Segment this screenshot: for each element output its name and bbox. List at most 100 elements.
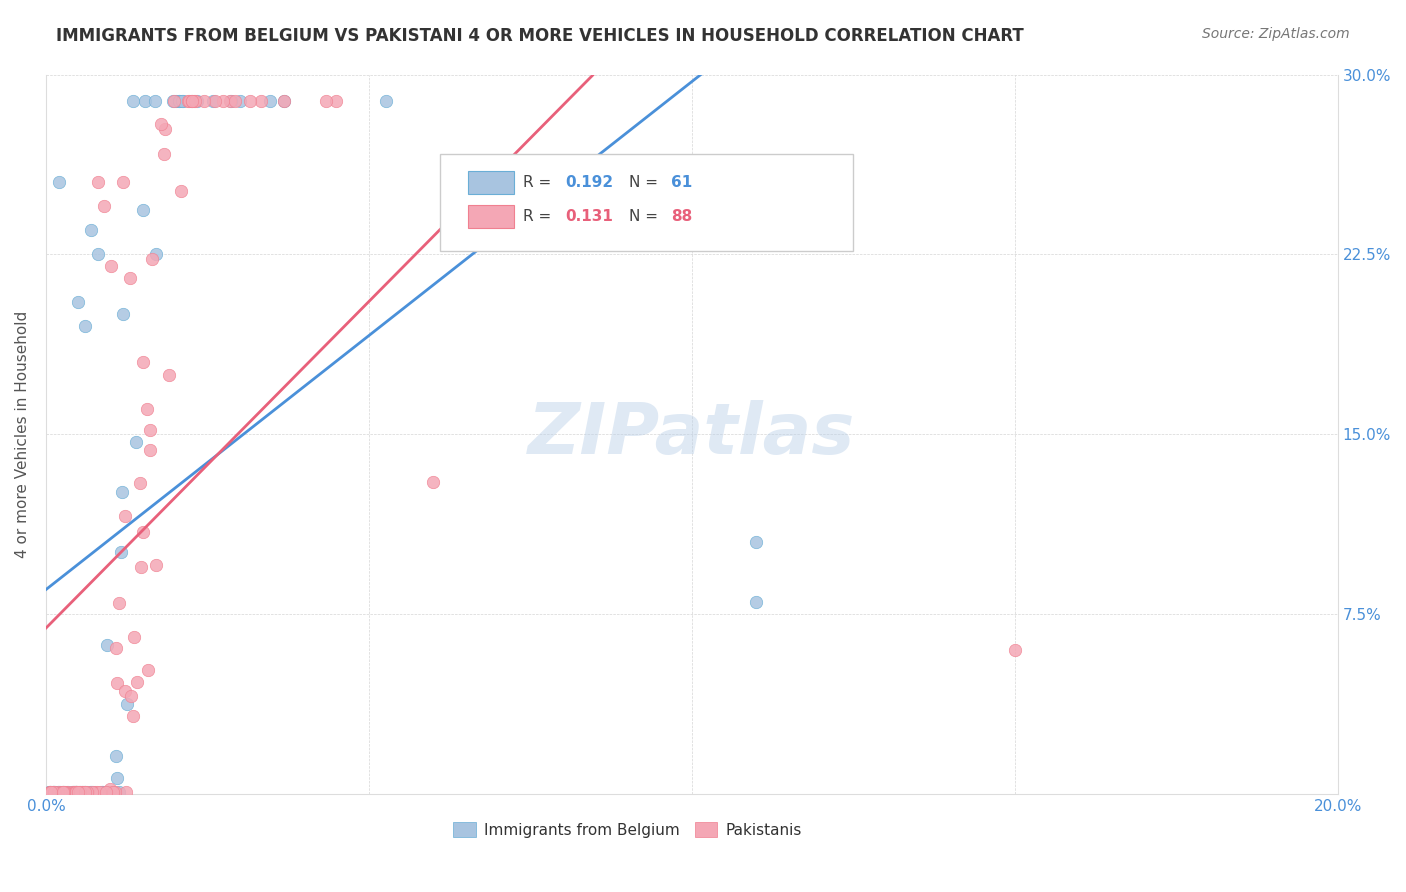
Point [204,94,226,108]
Point [165,94,187,108]
Point [163,94,186,108]
Point [80,223,103,237]
Text: 0.192: 0.192 [565,175,613,190]
Point [72,784,94,798]
Point [107,596,129,610]
Point [62,784,84,798]
Point [167,94,190,108]
FancyBboxPatch shape [468,171,513,194]
Point [157,368,180,383]
Point [63,784,86,798]
Point [181,94,204,108]
Point [96,638,118,652]
Point [136,663,159,677]
Point [100,784,122,798]
Point [62,784,84,798]
FancyBboxPatch shape [440,153,853,251]
Point [94,784,117,798]
Point [38,784,60,798]
Point [79,784,101,798]
Point [94,784,117,798]
Point [183,94,205,108]
Point [325,94,347,108]
Point [131,559,153,574]
Point [52,784,75,798]
Point [42,784,65,798]
Point [38,784,60,798]
Point [250,94,273,108]
Point [134,94,156,108]
Point [108,784,131,798]
Point [105,749,128,764]
Point [177,94,200,108]
Point [73,319,96,334]
Point [180,94,202,108]
Y-axis label: 4 or more Vehicles in Household: 4 or more Vehicles in Household [15,310,30,558]
Point [120,690,142,704]
Point [224,94,246,108]
Point [44,784,66,798]
Point [170,94,193,108]
Point [38,784,60,798]
Point [125,675,148,690]
Point [86,784,108,798]
Point [69,784,91,798]
Point [67,784,90,798]
Point [41,784,63,798]
Point [51,784,73,798]
Legend: Immigrants from Belgium, Pakistanis: Immigrants from Belgium, Pakistanis [447,815,807,844]
Point [169,94,191,108]
Point [62,784,84,798]
Text: 0.131: 0.131 [565,209,613,224]
Point [131,524,153,539]
Point [103,784,125,798]
Point [90,784,112,798]
Point [48,176,70,190]
Point [239,94,262,108]
Text: 88: 88 [671,209,692,224]
Point [65,784,87,798]
Point [44,784,66,798]
Point [122,94,145,108]
Text: 61: 61 [671,175,692,190]
Point [105,676,128,690]
Text: R =: R = [523,175,555,190]
Text: ZIPatlas: ZIPatlas [529,400,855,469]
Point [75,784,97,798]
Point [93,199,115,213]
Point [42,784,65,798]
Point [48,784,70,798]
Point [96,784,118,798]
Point [228,94,250,108]
Point [83,784,105,798]
Text: IMMIGRANTS FROM BELGIUM VS PAKISTANI 4 OR MORE VEHICLES IN HOUSEHOLD CORRELATION: IMMIGRANTS FROM BELGIUM VS PAKISTANI 4 O… [56,27,1024,45]
Point [112,307,135,321]
Point [114,509,136,524]
Point [177,94,200,108]
Point [65,784,87,798]
Point [117,697,139,711]
Point [46,784,69,798]
Point [70,784,93,798]
Point [98,781,121,796]
Point [82,784,104,798]
Point [80,784,103,798]
FancyBboxPatch shape [468,205,513,227]
Point [162,94,184,108]
Point [124,435,146,450]
Point [143,94,166,108]
Point [122,709,145,723]
Point [104,784,127,798]
Point [86,247,108,261]
Point [86,176,108,190]
Point [65,784,87,798]
Point [145,558,167,573]
Point [53,784,76,798]
Point [70,784,93,798]
Point [72,784,94,798]
Point [62,784,84,798]
Text: N =: N = [628,209,662,224]
Point [49,784,72,798]
Point [104,641,127,656]
Point [100,260,122,274]
